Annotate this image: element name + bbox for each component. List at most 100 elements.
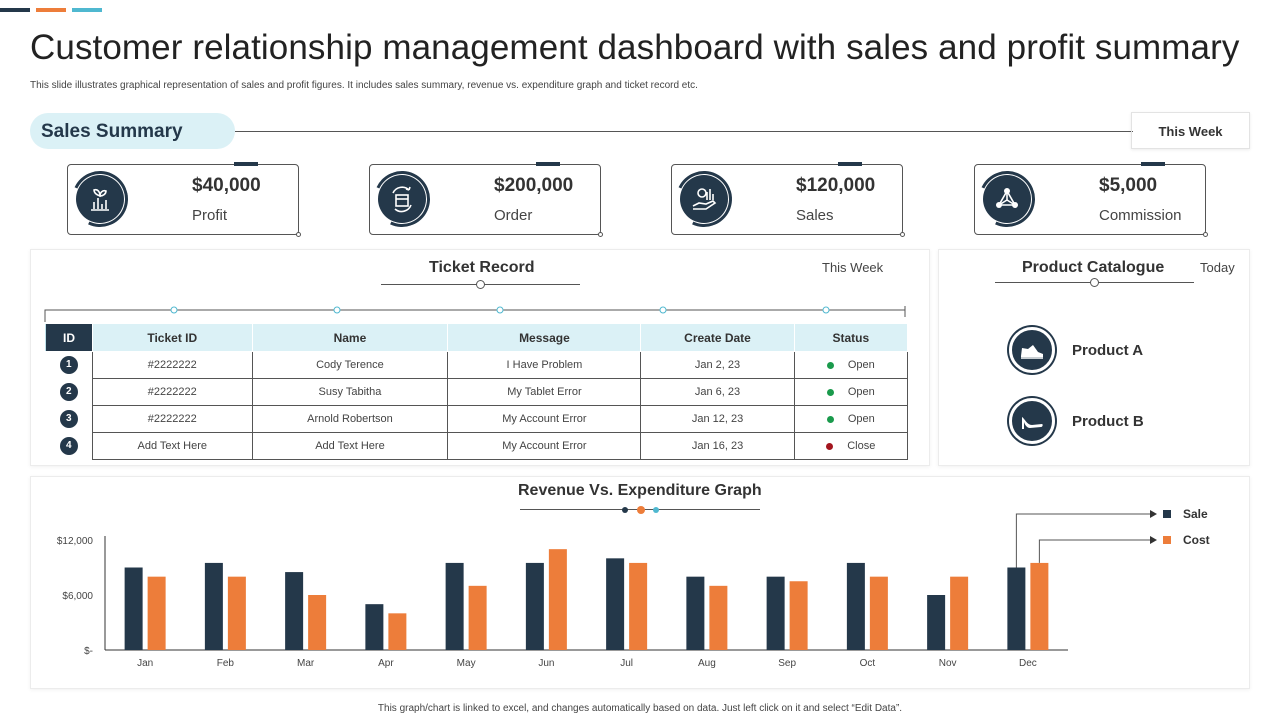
status-text: Open: [847, 413, 875, 425]
bar-cost-oct: [869, 576, 888, 650]
date-cell: Jan 2, 23: [640, 351, 795, 379]
bar-sale-nov: [927, 595, 946, 650]
product-catalogue-title: Product Catalogue: [1022, 259, 1165, 276]
bar-cost-may: [468, 585, 487, 650]
legend-leader-line: [1015, 513, 1150, 568]
message-cell: My Tablet Error: [447, 378, 642, 406]
column-header: Ticket ID: [92, 323, 253, 352]
date-cell: Jan 12, 23: [640, 405, 795, 433]
bar-sale-dec: [1007, 567, 1026, 650]
id-badge: 4: [59, 437, 78, 455]
status-dot: [826, 415, 834, 423]
message-cell: My Account Error: [447, 432, 642, 460]
corner-dot: [598, 232, 603, 237]
sales-hand-coin-icon: [680, 175, 728, 223]
id-cell: 3: [45, 405, 93, 433]
accent-bar-navy: [0, 8, 30, 12]
product-a-label[interactable]: Product A: [1072, 342, 1144, 359]
y-tick-label: $6,000: [62, 591, 93, 602]
sales-summary-label: Sales Summary: [30, 113, 235, 149]
status-dot: [826, 388, 834, 396]
revenue-expenditure-chart: $- $6,000 $12,000 Jan Feb Mar Apr May Jun Jul Aug S…: [57, 507, 1210, 669]
bar-sale-may: [445, 562, 464, 650]
id-badge: 2: [59, 383, 78, 401]
status-dot: [826, 361, 834, 369]
card-tab: [838, 162, 862, 166]
status-text: Close: [847, 440, 876, 452]
message-cell: I Have Problem: [447, 351, 642, 379]
bar-sale-jul: [606, 558, 625, 650]
kpi-label: Order: [494, 207, 533, 224]
corner-dot: [1203, 232, 1208, 237]
accent-bar-orange: [36, 8, 66, 12]
x-tick-label: Jul: [620, 658, 633, 669]
kpi-value: $5,000: [1099, 175, 1158, 196]
legend-arrow-icon: [1150, 510, 1157, 518]
title-dot-orange: [637, 506, 645, 514]
table-row: 4 Add Text Here Add Text Here My Account…: [45, 432, 909, 460]
commission-network-icon: [983, 175, 1031, 223]
y-tick-label: $12,000: [57, 536, 94, 547]
id-cell: 2: [45, 378, 93, 406]
kpi-label: Sales: [796, 207, 834, 224]
title-dot-blue: [653, 507, 659, 513]
kpi-value: $120,000: [796, 175, 876, 196]
status-cell: Open: [793, 405, 909, 433]
kpi-card-order: $200,000 Order: [366, 162, 603, 237]
x-tick-label: May: [457, 658, 476, 669]
kpi-card-sales: $120,000 Sales: [668, 162, 905, 237]
legend-leader-line: [1038, 539, 1150, 563]
page-subtitle: This slide illustrates graphical represe…: [30, 80, 698, 91]
table-row: 2 #2222222 Susy Tabitha My Tablet Error …: [45, 378, 909, 406]
x-tick-label: Nov: [939, 658, 957, 669]
order-box-icon: [378, 175, 426, 223]
table-row: 1 #2222222 Cody Terence I Have Problem J…: [45, 351, 909, 379]
x-tick-label: Mar: [297, 658, 315, 669]
title-knob: [1090, 278, 1099, 287]
date-cell: Jan 6, 23: [640, 378, 795, 406]
column-header: Name: [251, 323, 449, 352]
bar-cost-dec: [1030, 562, 1049, 650]
bar-cost-jun: [548, 549, 567, 650]
table-row: 3 #2222222 Arnold Robertson My Account E…: [45, 405, 909, 433]
bar-cost-feb: [227, 576, 246, 650]
sneaker-icon: [1009, 327, 1055, 373]
bar-sale-feb: [204, 562, 223, 650]
column-header: Message: [447, 323, 642, 352]
ticket-id-cell: #2222222: [92, 405, 253, 433]
status-cell: Close: [793, 432, 909, 460]
table-header-row: ID Ticket ID Name Message Create Date St…: [45, 323, 909, 352]
column-header: Status: [793, 323, 909, 352]
status-text: Open: [847, 386, 875, 398]
id-cell: 1: [45, 351, 93, 379]
high-heel-icon: [1009, 398, 1055, 444]
bar-cost-aug: [709, 585, 728, 650]
x-tick-label: Jun: [538, 658, 554, 669]
bar-cost-mar: [308, 595, 327, 650]
id-badge: 1: [59, 356, 78, 375]
section-divider: [235, 131, 1133, 132]
chart-title: Revenue Vs. Expenditure Graph: [518, 482, 762, 499]
x-tick-label: Aug: [698, 658, 716, 669]
x-tick-label: Dec: [1019, 658, 1037, 669]
kpi-label: Profit: [192, 207, 228, 224]
title-knob: [476, 280, 485, 289]
footer-note: This graph/chart is linked to excel, and…: [377, 703, 903, 714]
y-tick-label: $-: [84, 646, 93, 657]
bar-sale-mar: [285, 572, 304, 650]
ticket-id-cell: Add Text Here: [92, 432, 253, 460]
x-tick-label: Feb: [217, 658, 235, 669]
legend-swatch: [1163, 510, 1171, 518]
ticket-period[interactable]: This Week: [822, 260, 884, 275]
product-b-label[interactable]: Product B: [1072, 413, 1144, 430]
ticket-record-title: Ticket Record: [429, 259, 535, 276]
timeline-connector: [44, 306, 906, 322]
kpi-value: $200,000: [494, 175, 574, 196]
legend-arrow-icon: [1150, 536, 1157, 544]
card-tab: [234, 162, 258, 166]
period-selector[interactable]: This Week: [1131, 112, 1250, 149]
legend-label: Cost: [1183, 533, 1210, 547]
x-tick-label: Jan: [137, 658, 153, 669]
catalogue-period[interactable]: Today: [1200, 260, 1235, 275]
status-cell: Open: [793, 378, 909, 406]
